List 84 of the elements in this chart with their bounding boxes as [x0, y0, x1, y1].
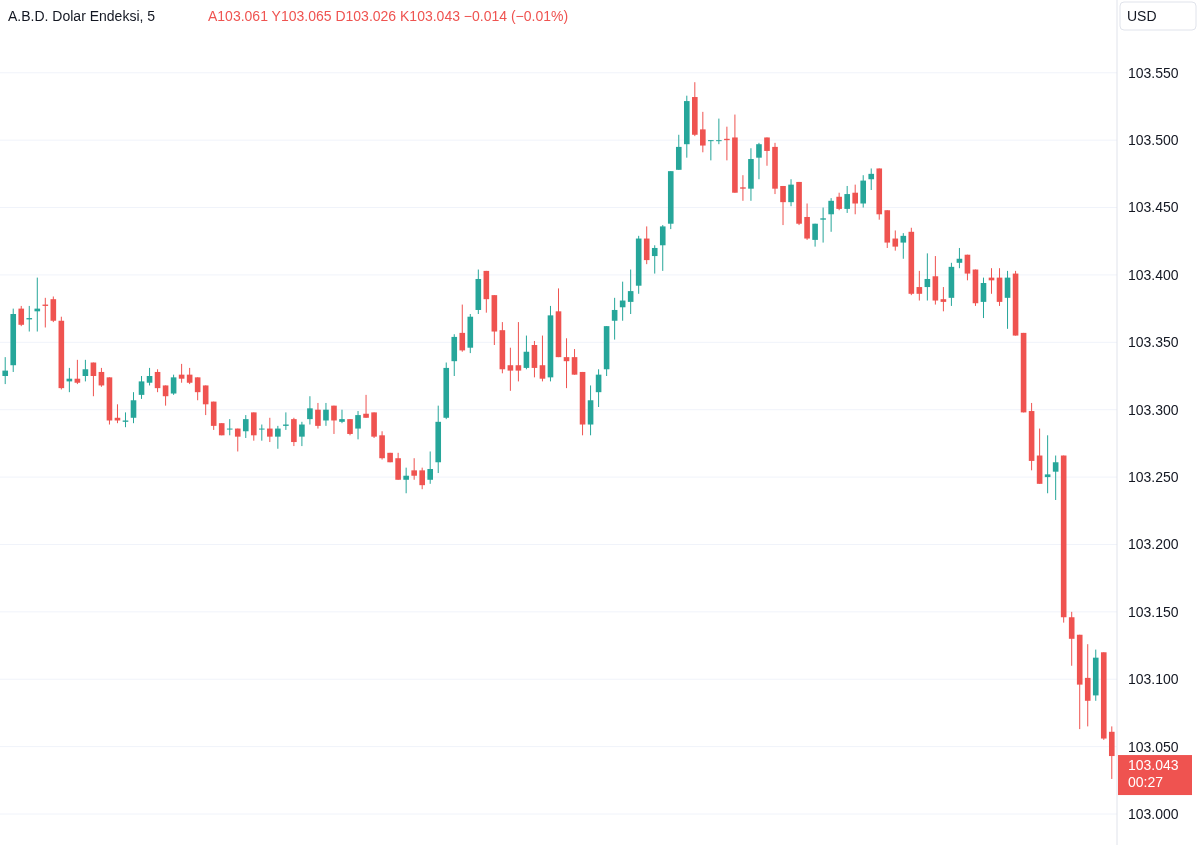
candlestick: [539, 335, 546, 382]
candlestick: [299, 421, 305, 447]
candlestick: [1068, 611, 1075, 667]
candlestick: [162, 384, 169, 407]
candlestick: [427, 450, 434, 485]
candlestick: [916, 270, 923, 302]
candlestick: [50, 295, 57, 323]
candlestick: [828, 197, 834, 233]
candlestick: [395, 452, 401, 481]
candlestick: [716, 118, 722, 145]
candlestick: [611, 297, 618, 341]
candlestick: [355, 410, 361, 440]
candlestick: [307, 395, 313, 426]
candlestick: [259, 424, 265, 442]
candlestick: [18, 305, 25, 327]
candlestick: [708, 139, 714, 161]
candlestick: [740, 174, 746, 202]
y-tick-label: 103.500: [1128, 132, 1179, 149]
y-tick-label: 103.250: [1128, 468, 1179, 485]
y-tick-label: 103.150: [1128, 603, 1179, 620]
candlestick: [780, 185, 786, 226]
candlestick: [138, 375, 145, 400]
y-tick-label: 103.400: [1128, 266, 1179, 283]
candlestick: [202, 384, 209, 416]
candlestick: [459, 304, 466, 353]
candlestick: [860, 174, 867, 209]
candlestick: [194, 376, 201, 401]
candlestick: [675, 134, 682, 171]
candlestick: [363, 394, 369, 419]
candlestick: [820, 207, 826, 244]
candlestick: [964, 254, 971, 281]
candlestick: [980, 277, 987, 319]
y-tick-label: 103.200: [1128, 536, 1179, 553]
y-tick-label: 103.050: [1128, 738, 1179, 755]
candlestick: [756, 142, 762, 180]
candlestick: [339, 409, 345, 424]
y-tick-label: 103.350: [1128, 334, 1179, 351]
candlestick: [242, 414, 249, 439]
candlestick: [82, 359, 89, 382]
candlestick: [323, 402, 329, 427]
candlestick: [788, 178, 794, 207]
candlestick: [403, 467, 409, 494]
candlestick: [804, 203, 810, 241]
candlestick: [643, 225, 650, 265]
candlestick: [940, 286, 947, 312]
candlestick: [892, 229, 899, 252]
candlestick: [250, 411, 257, 442]
candlestick: [267, 417, 273, 443]
candlestick: [1084, 643, 1091, 727]
candlestick: [379, 430, 385, 461]
candlestick: [331, 405, 337, 435]
y-tick-label: 103.100: [1128, 671, 1179, 688]
candlestick: [170, 374, 177, 396]
candlestick: [275, 425, 281, 450]
candlestick: [1044, 434, 1051, 494]
candlestick: [900, 232, 907, 260]
candlestick: [659, 224, 666, 272]
y-axis-title: USD: [1127, 8, 1157, 24]
candlestick: [1052, 455, 1059, 501]
candlestick: [852, 184, 858, 215]
text: 103.043: [1128, 756, 1179, 773]
candlestick: [315, 402, 321, 430]
candlestick: [419, 467, 425, 490]
candlestick: [2, 356, 9, 385]
candlestick: [764, 136, 770, 167]
candlestick: [507, 347, 514, 392]
text: A.B.D. Dolar Endeksi, 5: [8, 8, 156, 24]
candlestick: [651, 244, 658, 275]
candlestick: [291, 417, 297, 447]
candlestick: [627, 269, 634, 315]
text: 00:27: [1128, 773, 1164, 790]
y-tick-label: 103.550: [1128, 64, 1179, 81]
y-tick-label: 103.000: [1128, 805, 1179, 822]
candlestick: [411, 457, 417, 481]
candlestick: [226, 418, 233, 436]
candlestick: [515, 321, 522, 382]
candlestick: [868, 167, 875, 191]
candlestick: [844, 185, 850, 214]
candlestick: [130, 391, 137, 424]
candlestick: [571, 348, 578, 376]
y-tick-label: 103.450: [1128, 199, 1179, 216]
text: A103.061 Y103.065 D103.026 K103.043 −0.014 (−0.01%): [208, 8, 569, 24]
y-tick-label: 103.300: [1128, 401, 1179, 418]
candlestick: [700, 111, 706, 153]
